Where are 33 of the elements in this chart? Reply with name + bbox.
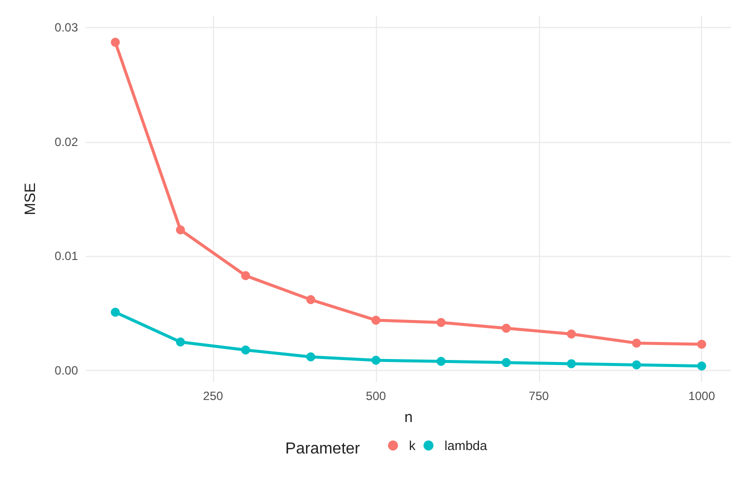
- legend-title: Parameter: [285, 440, 361, 458]
- point: [371, 316, 380, 325]
- point: [176, 225, 185, 234]
- point: [502, 358, 511, 368]
- x-tick-label: 250: [203, 389, 224, 403]
- x-tick-label: 1000: [688, 389, 716, 403]
- point: [632, 360, 642, 370]
- point: [697, 340, 706, 349]
- y-tick-label: 0.00: [54, 364, 78, 378]
- point: [566, 329, 576, 338]
- point: [436, 318, 446, 328]
- point: [502, 324, 511, 333]
- x-tick-label: 750: [528, 389, 550, 403]
- point: [566, 359, 576, 368]
- point: [241, 345, 250, 354]
- point: [241, 271, 250, 280]
- point: [632, 338, 642, 348]
- x-tick-label: 500: [366, 389, 386, 403]
- y-axis-title: MSE: [22, 182, 39, 216]
- x-axis-title: n: [404, 409, 413, 426]
- point: [436, 356, 446, 366]
- point: [371, 356, 380, 365]
- point: [110, 308, 120, 317]
- point: [110, 38, 120, 47]
- point: [306, 295, 316, 304]
- point: [176, 337, 185, 346]
- point: [697, 361, 706, 370]
- y-tick-label: 0.03: [54, 20, 78, 34]
- legend-label: lambda: [444, 438, 488, 453]
- y-tick-label: 0.01: [54, 249, 78, 264]
- legend-label: k: [409, 438, 416, 453]
- y-tick-label: 0.02: [54, 134, 78, 149]
- point: [306, 352, 316, 362]
